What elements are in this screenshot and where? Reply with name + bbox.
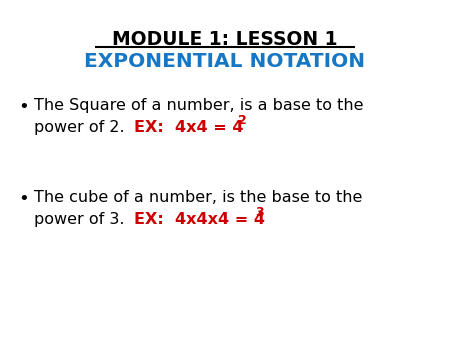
Text: The Square of a number, is a base to the: The Square of a number, is a base to the: [34, 98, 364, 113]
Text: MODULE 1: LESSON 1: MODULE 1: LESSON 1: [112, 30, 338, 49]
Text: EX:  4x4 = 4: EX: 4x4 = 4: [134, 120, 243, 135]
Text: The cube of a number, is the base to the: The cube of a number, is the base to the: [34, 190, 362, 205]
Text: •: •: [18, 98, 29, 116]
Text: 2: 2: [238, 114, 247, 127]
Text: EX:  4x4x4 = 4: EX: 4x4x4 = 4: [134, 212, 265, 227]
Text: power of 2.: power of 2.: [34, 120, 145, 135]
Text: 3: 3: [255, 206, 264, 219]
Text: power of 3.: power of 3.: [34, 212, 145, 227]
Text: •: •: [18, 190, 29, 208]
Text: EXPONENTIAL NOTATION: EXPONENTIAL NOTATION: [85, 52, 365, 71]
